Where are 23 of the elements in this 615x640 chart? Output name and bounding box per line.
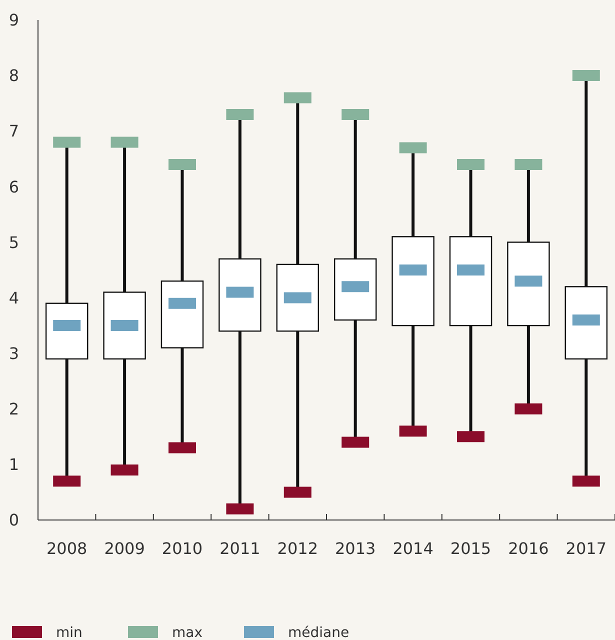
x-tick-label: 2011 xyxy=(220,539,260,558)
x-tick-label: 2010 xyxy=(162,539,203,558)
y-tick-label: 0 xyxy=(8,510,20,530)
y-tick-label: 6 xyxy=(8,177,20,196)
x-tick-label: 2009 xyxy=(104,539,145,558)
y-tick-label: 5 xyxy=(8,232,20,252)
x-tick-label: 2015 xyxy=(450,539,492,558)
x-tick-label: 2017 xyxy=(566,539,607,558)
x-tick-label: 2013 xyxy=(334,539,376,558)
x-tick-label: 2012 xyxy=(277,539,318,558)
legend-label: médiane xyxy=(288,625,350,640)
legend-label: max xyxy=(172,625,203,640)
y-tick-label: 3 xyxy=(8,344,20,363)
x-tick-label: 2008 xyxy=(46,539,88,558)
y-tick-label: 7 xyxy=(8,122,20,141)
y-tick-label: 2 xyxy=(8,399,20,418)
x-tick-label: 2016 xyxy=(508,539,549,558)
x-tick-label: 2014 xyxy=(392,539,434,558)
y-tick-label: 1 xyxy=(8,455,20,474)
y-tick-label: 4 xyxy=(8,288,20,308)
y-tick-label: 9 xyxy=(8,10,20,30)
legend-label: min xyxy=(56,625,82,640)
y-tick-label: 8 xyxy=(8,66,20,86)
